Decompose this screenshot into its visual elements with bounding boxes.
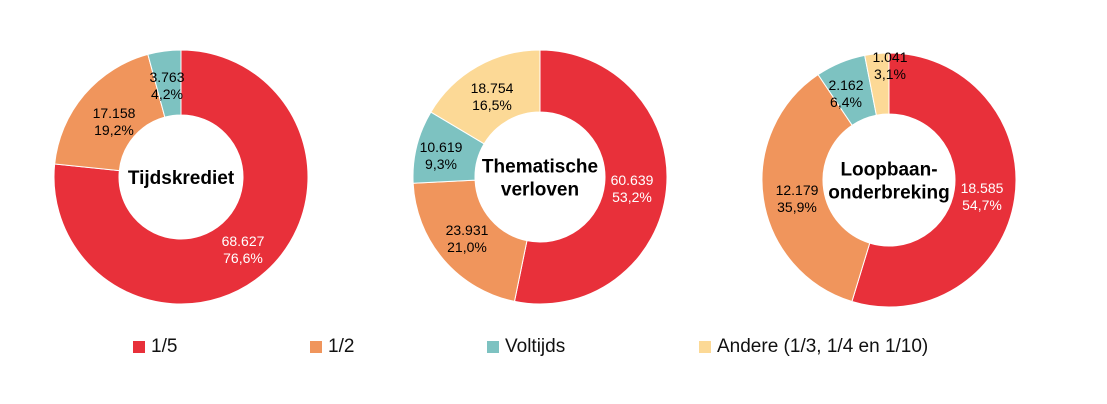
data-label-thematische-verloven-voltijds: 10.619 9,3% [420,139,463,172]
donut-charts: 68.627 76,6% 17.158 19,2% 3.763 4,2% Tijdskred… [53,49,1017,308]
legend-item-1-2: 1/2 [310,334,354,360]
data-label-loopbaan-onderbreking-1-2: 12.179 35,9% [776,182,819,215]
slice-thematische-verloven-1-2 [412,179,528,303]
legend-label-1-5: 1/5 [151,336,178,357]
chart-title-thematische-verloven: Thematische verloven [482,157,598,201]
slice-thematische-verloven-andere [430,49,541,145]
slice-tijdskrediet-voltijds [147,49,182,118]
legend-swatch-voltijds [487,341,499,353]
donut-chart-loopbaan-onderbreking: 18.585 54,7% 12.179 35,9% 2.162 6,4% 1.041 3,1%… [761,49,1017,308]
slice-tijdskrediet-1-2 [54,53,166,172]
data-label-loopbaan-onderbreking-1-5: 18.585 54,7% [961,180,1004,213]
slice-loopbaan-onderbreking-1-5 [851,52,1017,308]
legend-swatch-1-5 [133,341,145,353]
legend-label-voltijds: Voltijds [505,336,566,357]
chart-title-loopbaan-onderbreking: Loopbaan-onderbreking [828,160,949,204]
legend-item-voltijds: Voltijds [487,334,565,360]
data-label-tijdskrediet-1-5: 68.627 76,6% [222,233,265,266]
data-label-thematische-verloven-andere: 18.754 16,5% [471,80,514,113]
legend-label-1-2: 1/2 [328,336,355,357]
slice-loopbaan-onderbreking-andere [864,52,890,116]
data-label-tijdskrediet-1-2: 17.158 19,2% [93,105,136,138]
data-label-thematische-verloven-1-5: 60.639 53,2% [611,172,654,205]
slice-loopbaan-onderbreking-1-2 [761,73,871,303]
legend-swatch-andere [699,341,711,353]
chart-title-tijdskrediet: Tijdskrediet [128,168,235,189]
legend-item-andere: Andere (1/3, 1/4 en 1/10) [699,334,928,360]
data-label-tijdskrediet-voltijds: 3.763 4,2% [149,69,184,102]
donut-chart-thematische-verloven: 60.639 53,2% 23.931 21,0% 10.619 9,3%18.754 16… [412,49,668,305]
legend-item-1-5: 1/5 [133,334,177,360]
legend-swatch-1-2 [310,341,322,353]
data-label-loopbaan-onderbreking-voltijds: 2.162 6,4% [828,77,863,110]
legend-label-andere: Andere (1/3, 1/4 en 1/10) [717,336,929,357]
data-label-thematische-verloven-1-2: 23.931 21,0% [446,222,489,255]
data-label-loopbaan-onderbreking-andere: 1.041 3,1% [872,49,907,82]
donut-chart-tijdskrediet: 68.627 76,6% 17.158 19,2% 3.763 4,2% Tijdskred… [53,49,309,305]
slice-tijdskrediet-1-5 [53,49,309,305]
slice-thematische-verloven-1-5 [513,49,668,305]
